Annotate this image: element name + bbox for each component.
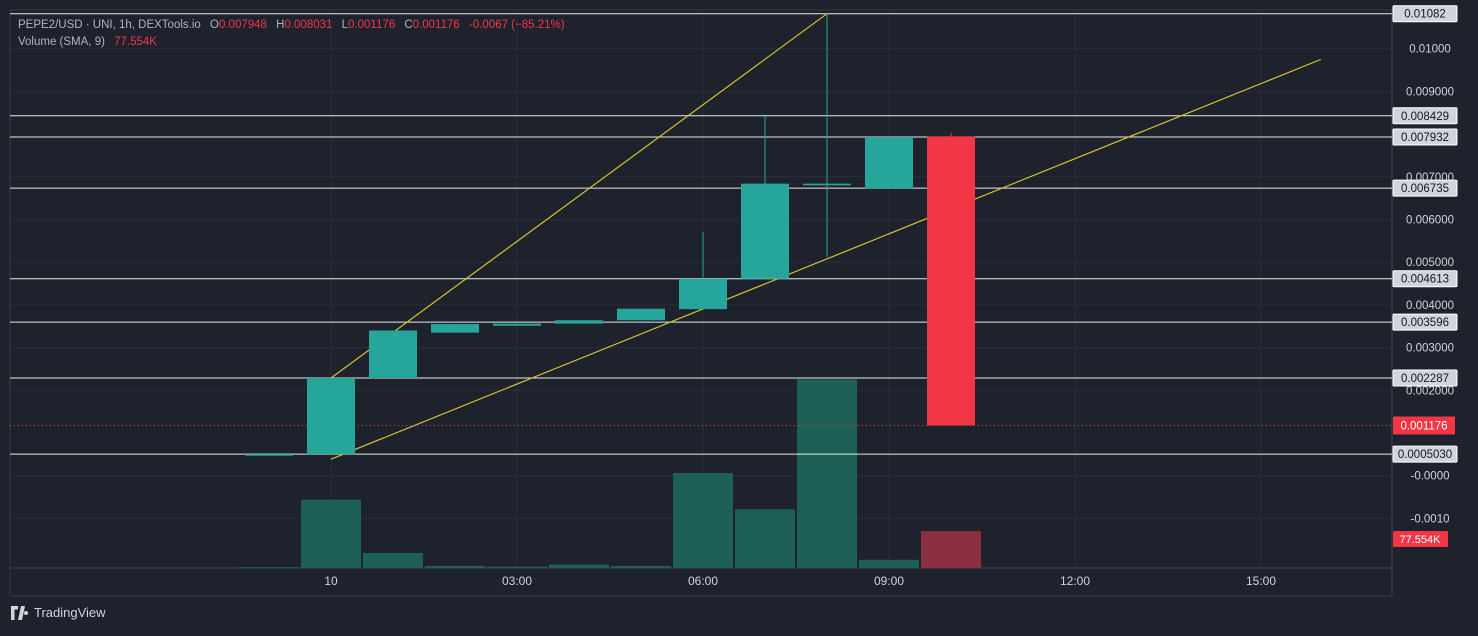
price-tick-label: 0.005000	[1406, 257, 1454, 269]
legend-volume-value: 77.554K	[114, 36, 157, 48]
trendline	[330, 58, 1322, 460]
volume-bar	[673, 473, 733, 568]
hline-price-label: 0.002287	[1401, 373, 1449, 385]
volume-badge-label: 77.554K	[1400, 534, 1442, 546]
footer-brand: TradingView	[34, 605, 106, 620]
volume-bar	[921, 531, 981, 568]
candle-body	[369, 330, 417, 379]
candle-body	[741, 183, 789, 279]
legend-symbol: PEPE2/USD · UNI, 1h, DEXTools.io	[18, 19, 201, 31]
price-tick-label: 0.009000	[1406, 86, 1454, 98]
legend-high-value: 0.008031	[284, 19, 333, 31]
candle-body	[679, 278, 727, 310]
legend-ohlc-row: PEPE2/USD · UNI, 1h, DEXTools.io O0.0079…	[18, 17, 565, 34]
price-tick-label: 0.006000	[1406, 214, 1454, 226]
legend-low-value: 0.001176	[348, 19, 396, 31]
hline-price-badge	[1392, 270, 1458, 288]
hline-price-label: 0.007932	[1401, 132, 1449, 144]
hline-price-label: 0.01082	[1404, 9, 1446, 21]
price-tick-label: -0.0010	[1410, 513, 1449, 525]
candle-body	[617, 308, 665, 321]
volume-bar	[239, 567, 299, 569]
hline-price-label: 0.008429	[1401, 111, 1449, 123]
candle-body	[307, 378, 355, 455]
legend-open-value: 0.007948	[218, 19, 267, 31]
volume-bar	[797, 379, 857, 568]
candle-body	[493, 323, 541, 326]
volume-bar	[859, 559, 919, 568]
hline-price-badge	[1392, 128, 1458, 146]
x-tick-label: 12:00	[1060, 574, 1090, 588]
hline-price-badge	[1392, 445, 1458, 463]
x-tick-label: 06:00	[688, 574, 718, 588]
candle-body	[865, 137, 913, 189]
legend-close-label: C	[404, 19, 413, 31]
hline-price-label: 0.003596	[1401, 317, 1449, 329]
volume-bar	[301, 499, 361, 568]
hline-price-label: 0.006735	[1401, 183, 1449, 195]
volume-badge	[1393, 531, 1448, 547]
candle-body	[431, 324, 479, 333]
hline-price-badge	[1392, 313, 1458, 331]
price-tick-label: 0.004000	[1406, 300, 1454, 312]
volume-bar	[425, 565, 485, 568]
legend-high-label: H	[276, 19, 285, 31]
trendline	[330, 13, 828, 379]
chart-legend: PEPE2/USD · UNI, 1h, DEXTools.io O0.0079…	[18, 17, 565, 51]
candle-body	[555, 320, 603, 324]
volume-bar	[611, 565, 671, 568]
price-tick-label: -0.0000	[1410, 471, 1449, 483]
candle-body	[803, 183, 851, 186]
x-tick-label: 10	[324, 574, 338, 588]
price-tick-label: 0.003000	[1406, 343, 1454, 355]
price-tick-label: 0.002000	[1406, 385, 1454, 397]
hline-price-label: 0.004613	[1401, 274, 1449, 286]
volume-bar	[487, 566, 547, 568]
legend-change: -0.0067 (−85.21%)	[468, 19, 565, 31]
price-tick-label: 0.01000	[1409, 44, 1451, 56]
tradingview-branding[interactable]: TradingView	[10, 605, 106, 620]
tradingview-logo-icon	[11, 605, 28, 620]
x-tick-label: 15:00	[1246, 574, 1276, 588]
volume-bar	[735, 509, 795, 568]
legend-low-label: L	[341, 19, 349, 31]
hline-price-badge	[1392, 107, 1458, 125]
current-price-label: 0.001176	[1400, 420, 1447, 432]
volume-bar	[363, 552, 423, 568]
volume-bar	[549, 564, 609, 568]
hline-price-badge	[1392, 5, 1458, 23]
current-price-badge	[1393, 416, 1455, 435]
x-tick-label: 09:00	[874, 574, 904, 588]
candle-body	[927, 136, 975, 426]
x-tick-label: 03:00	[502, 574, 532, 588]
candle-body	[245, 454, 293, 456]
hline-price-badge	[1392, 179, 1458, 197]
hline-price-badge	[1392, 369, 1458, 387]
legend-volume-label: Volume (SMA, 9)	[18, 36, 105, 48]
legend-close-value: 0.001176	[412, 19, 460, 31]
hline-price-label: 0.0005030	[1398, 449, 1452, 461]
legend-open-label: O	[210, 19, 219, 31]
legend-volume-row: Volume (SMA, 9) 77.554K	[18, 34, 565, 51]
